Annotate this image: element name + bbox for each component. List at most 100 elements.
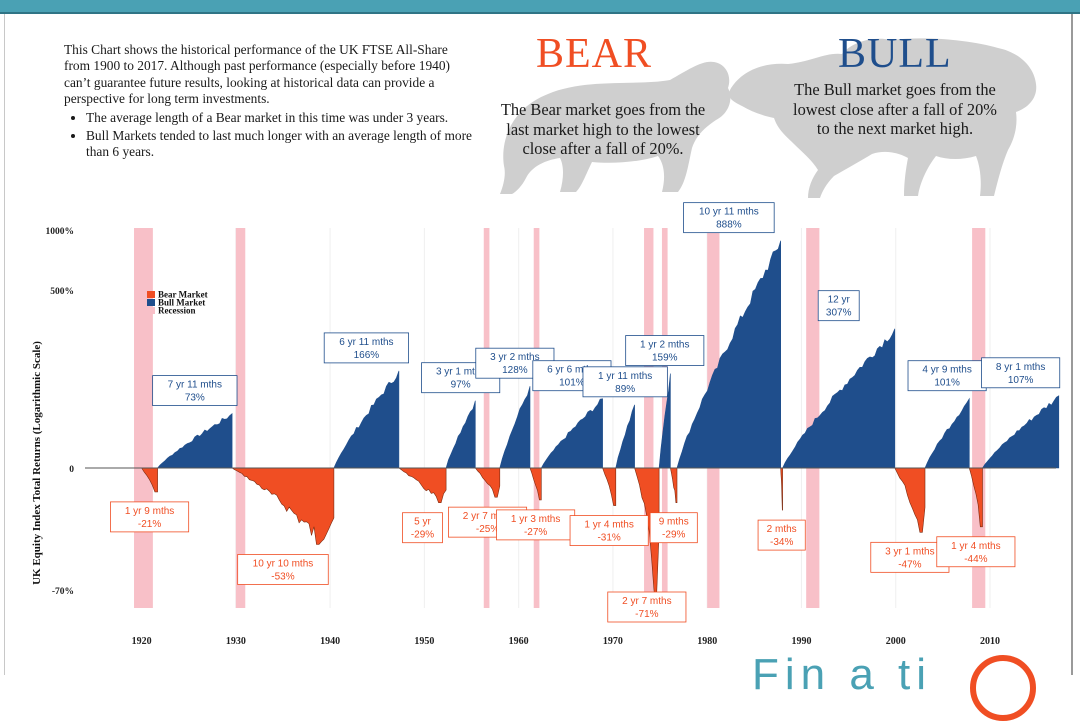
label-return: 97%: [451, 380, 471, 391]
label-return: -71%: [635, 609, 658, 620]
label-duration: 1 yr 4 mths: [584, 520, 633, 531]
market-areas: [141, 240, 1060, 594]
bull-label: 6 yr 11 mths 166%: [323, 332, 410, 364]
x-tick-label: 1990: [791, 636, 811, 647]
bear-label: 9 mths -29%: [649, 512, 698, 544]
bear-label: 3 yr 1 mths -47%: [870, 541, 950, 573]
label-duration: 12 yr: [828, 295, 851, 306]
intro-text: This Chart shows the historical performa…: [64, 42, 472, 163]
bull-market-area: [924, 397, 970, 469]
logo-text: Fin a ti: [752, 650, 933, 699]
market-cycles-chart: 1920 1930 1940 1950 1960 1970 1980 1990 2000 2010…: [31, 202, 1061, 647]
label-duration: 6 yr 11 mths: [339, 337, 393, 348]
bull-market-area: [445, 400, 476, 469]
label-duration: 5 yr: [414, 517, 431, 528]
label-box: [683, 202, 775, 234]
label-duration: 1 yr 2 mths: [640, 340, 689, 351]
label-box: [625, 335, 705, 366]
bull-label: 1 yr 2 mths 159%: [625, 335, 705, 366]
bull-description: The Bull market goes from the lowest clo…: [793, 80, 997, 138]
x-tick-label: 1960: [509, 636, 529, 647]
bear-title: BEAR: [536, 31, 653, 77]
bear-market-area: [474, 467, 501, 498]
legend-label: Bear Market: [158, 290, 208, 300]
intro-bullet: Bull Markets tended to last much longer …: [86, 128, 472, 161]
bear-market-area: [968, 467, 983, 528]
bull-market-area: [676, 240, 781, 469]
recession-band: [483, 228, 490, 608]
bull-market-area: [499, 386, 531, 469]
label-box: [237, 554, 329, 585]
label-box: [757, 519, 806, 551]
bull-title: BULL: [838, 31, 952, 77]
bear-label: 10 yr 10 mths -53%: [237, 554, 329, 585]
label-box: [323, 332, 410, 364]
label-return: -34%: [770, 537, 793, 548]
x-tick-label: 1930: [226, 636, 246, 647]
bull-label: 1 yr 11 mths 89%: [582, 366, 668, 398]
x-tick-label: 2010: [980, 636, 1000, 647]
bear-label: 1 yr 3 mths -27%: [496, 509, 576, 541]
legend-label: Recession: [158, 306, 196, 316]
label-return: -47%: [898, 559, 921, 570]
label-duration: 3 yr 1 mths: [436, 367, 485, 378]
bull-silhouette-icon: [728, 38, 1037, 198]
label-box: [649, 512, 698, 544]
bear-market-area: [780, 467, 783, 511]
label-box: [402, 512, 443, 544]
x-tick-label: 1950: [414, 636, 434, 647]
label-return: -44%: [964, 554, 987, 565]
label-return: 128%: [502, 365, 528, 376]
legend-swatch: [147, 299, 155, 306]
label-return: -29%: [662, 530, 685, 541]
label-box: [569, 515, 649, 547]
bear-market-area: [894, 467, 926, 533]
recession-band: [644, 228, 654, 608]
bear-label: 2 yr 7 mths -71%: [607, 591, 687, 623]
legend-label: Bull Market: [158, 298, 205, 308]
label-return: 888%: [716, 220, 742, 231]
label-duration: 1 yr 9 mths: [125, 506, 174, 517]
x-axis-ticks: 1920 1930 1940 1950 1960 1970 1980 1990 2000 2010: [132, 636, 1000, 647]
label-return: -29%: [411, 530, 434, 541]
bear-market-area: [397, 467, 447, 503]
intro-bullets: The average length of a Bear market in t…: [64, 110, 472, 161]
x-tick-label: 1980: [697, 636, 717, 647]
bull-market-area: [981, 395, 1060, 469]
recession-band: [134, 228, 153, 608]
bull-label: 10 yr 11 mths 888%: [683, 202, 775, 234]
intro-bullet: The average length of a Bear market in t…: [86, 110, 472, 126]
label-return: 101%: [934, 378, 960, 389]
label-box: [981, 357, 1061, 389]
label-return: -27%: [524, 527, 547, 538]
label-duration: 2 mths: [767, 524, 797, 535]
label-box: [817, 290, 860, 322]
label-duration: 10 yr 10 mths: [253, 559, 314, 570]
label-return: 159%: [652, 353, 678, 364]
bear-market-area: [231, 467, 335, 545]
bull-label: 8 yr 1 mths 107%: [981, 357, 1061, 389]
bull-market-area: [540, 398, 603, 469]
label-duration: 10 yr 11 mths: [699, 207, 759, 218]
label-duration: 1 yr 3 mths: [511, 514, 560, 525]
y-tick-label: 500%: [50, 287, 74, 297]
label-box: [152, 375, 238, 406]
recession-band: [806, 228, 820, 608]
label-duration: 3 yr 1 mths: [885, 546, 934, 557]
label-duration: 2 yr 7 mths: [463, 511, 512, 522]
bull-label: 7 yr 11 mths 73%: [152, 375, 238, 406]
x-tick-label: 1940: [320, 636, 340, 647]
bull-label: 4 yr 9 mths 101%: [907, 360, 987, 392]
x-tick-label: 1970: [603, 636, 623, 647]
bull-market-area: [333, 370, 400, 469]
top-bar: [0, 0, 1080, 14]
legend-swatch: [147, 307, 155, 314]
bear-label: 1 yr 9 mths -21%: [110, 501, 190, 533]
logo-ring-icon: [970, 655, 1036, 721]
label-return: 166%: [354, 350, 380, 361]
y-tick-label: -70%: [52, 587, 74, 597]
y-tick-label: 1000%: [46, 227, 75, 237]
bear-silhouette-icon: [500, 61, 731, 194]
y-tick-label: 0: [69, 465, 74, 475]
label-return: -31%: [597, 533, 620, 544]
